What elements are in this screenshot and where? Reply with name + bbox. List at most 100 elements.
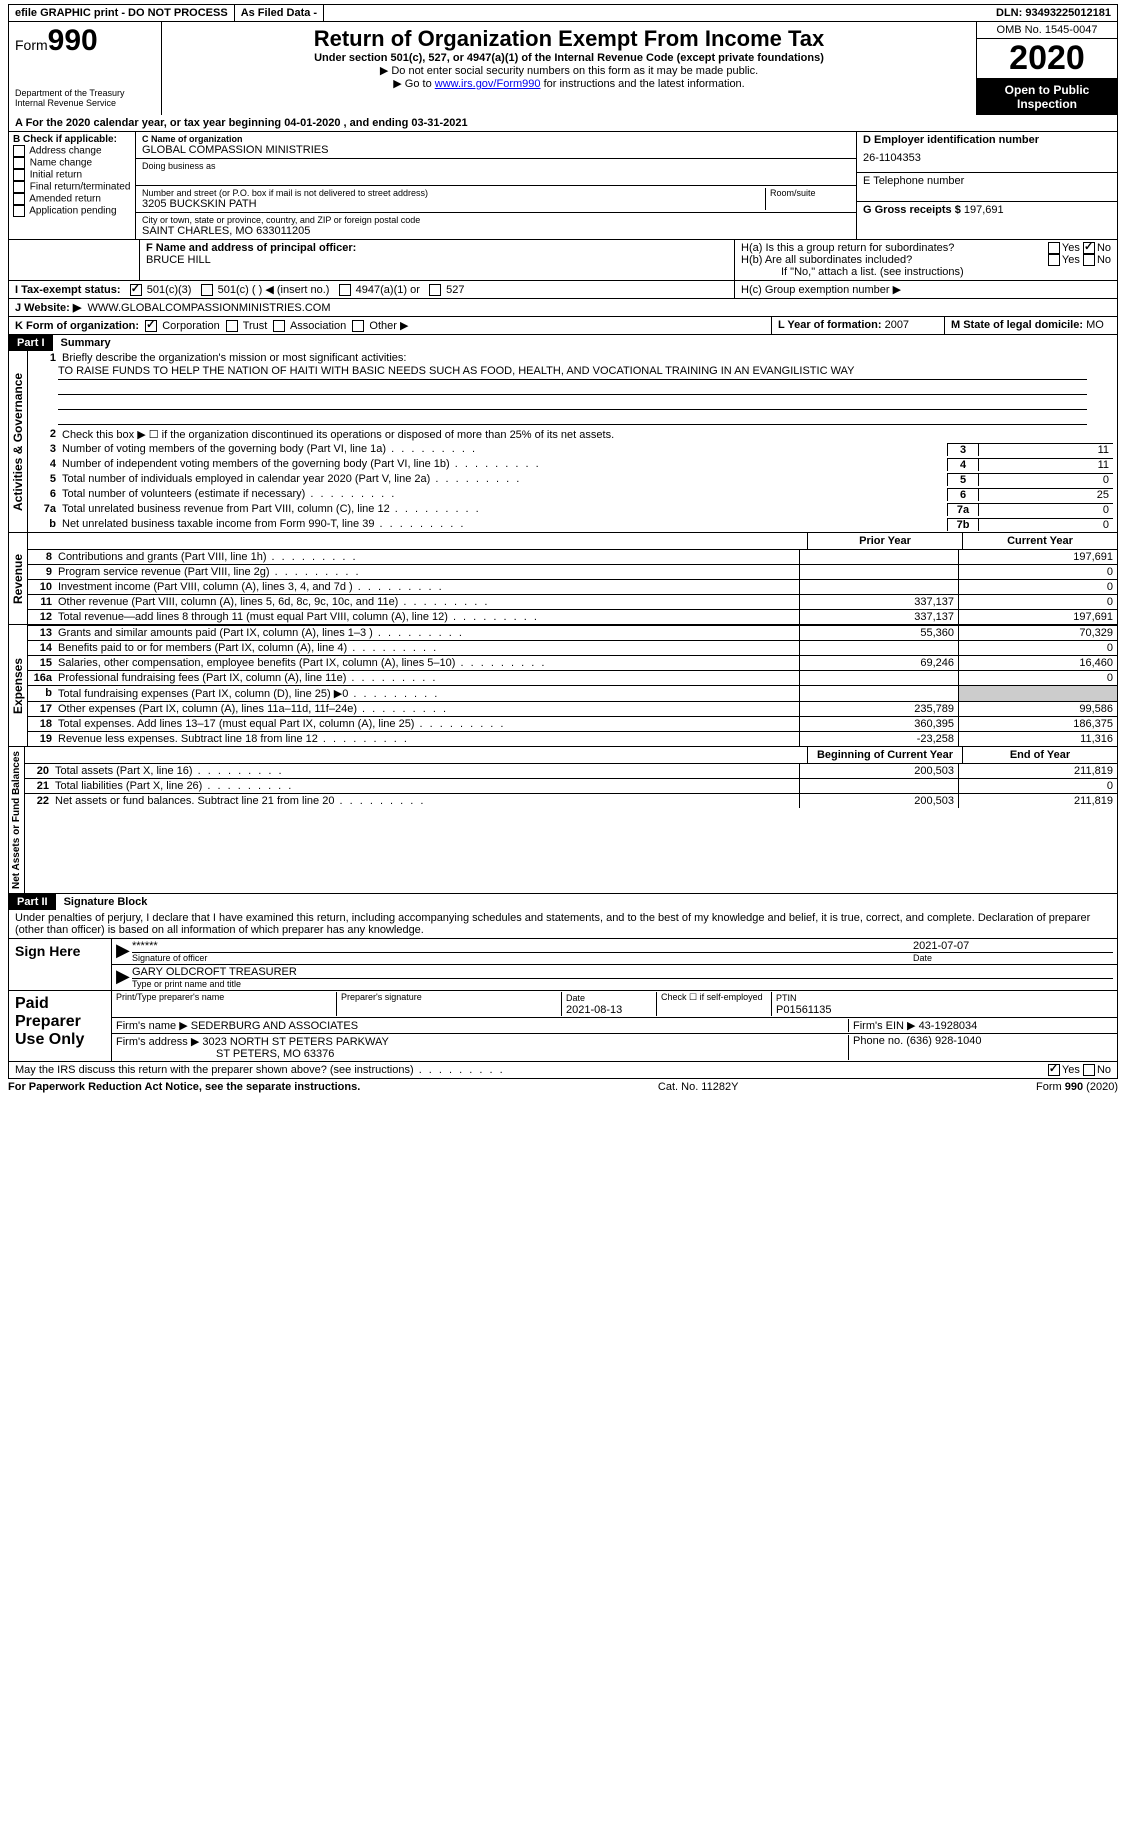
- c-name: C Name of organization GLOBAL COMPASSION…: [136, 132, 856, 159]
- sig-date: 2021-07-07: [913, 940, 1113, 952]
- cb-assoc[interactable]: [273, 320, 285, 332]
- firm-phone: Phone no. (636) 928-1040: [848, 1035, 1113, 1060]
- table-row: 11Other revenue (Part VIII, column (A), …: [28, 594, 1117, 609]
- gov-line-3: Number of voting members of the governin…: [62, 443, 947, 456]
- table-row: 21Total liabilities (Part X, line 26)0: [25, 778, 1117, 793]
- end-year-head: End of Year: [962, 747, 1117, 763]
- table-row: 9Program service revenue (Part VIII, lin…: [28, 564, 1117, 579]
- table-row: 17Other expenses (Part IX, column (A), l…: [28, 701, 1117, 716]
- g-receipts: G Gross receipts $ 197,691: [857, 202, 1117, 218]
- cb-trust[interactable]: [226, 320, 238, 332]
- table-row: 15Salaries, other compensation, employee…: [28, 655, 1117, 670]
- gov-line-7a: Total unrelated business revenue from Pa…: [62, 503, 947, 516]
- row-ij: I Tax-exempt status: 501(c)(3) 501(c) ( …: [8, 281, 1118, 299]
- hb-yes[interactable]: [1048, 254, 1060, 266]
- table-row: 8Contributions and grants (Part VIII, li…: [28, 549, 1117, 564]
- prep-h-name: Print/Type preparer's name: [116, 992, 336, 1016]
- prior-year-head: Prior Year: [807, 533, 962, 549]
- table-row: 22Net assets or fund balances. Subtract …: [25, 793, 1117, 808]
- b-label: B Check if applicable:: [13, 134, 117, 145]
- gov-line-5: Total number of individuals employed in …: [62, 473, 947, 486]
- ha-no[interactable]: [1083, 242, 1095, 254]
- dept-treasury: Department of the Treasury: [15, 88, 155, 98]
- open-public: Open to Public Inspection: [977, 79, 1117, 115]
- note-link: ▶ Go to www.irs.gov/Form990 for instruct…: [170, 77, 968, 90]
- begin-year-head: Beginning of Current Year: [807, 747, 962, 763]
- firm-addr: Firm's address ▶ 3023 NORTH ST PETERS PA…: [116, 1035, 848, 1060]
- cb-final-return[interactable]: Final return/terminated: [13, 181, 131, 193]
- prep-label: Paid Preparer Use Only: [9, 991, 111, 1061]
- sig-name: GARY OLDCROFT TREASURER: [132, 966, 1113, 978]
- l-year: L Year of formation: 2007: [772, 317, 945, 334]
- na-label: Net Assets or Fund Balances: [9, 747, 25, 893]
- note-link-pre: ▶ Go to: [393, 78, 434, 90]
- section-netassets: Net Assets or Fund Balances Beginning of…: [8, 747, 1118, 894]
- omb-number: OMB No. 1545-0047: [977, 22, 1117, 39]
- form-header: Form990 Department of the Treasury Inter…: [8, 22, 1118, 115]
- cb-501c3[interactable]: [130, 284, 142, 296]
- form-title: Return of Organization Exempt From Incom…: [170, 26, 968, 52]
- prep-h-sig: Preparer's signature: [336, 992, 561, 1016]
- ha-yes[interactable]: [1048, 242, 1060, 254]
- table-row: 10Investment income (Part VIII, column (…: [28, 579, 1117, 594]
- firm-ein: Firm's EIN ▶ 43-1928034: [848, 1019, 1113, 1032]
- section-revenue: Revenue Prior Year Current Year 8Contrib…: [8, 533, 1118, 625]
- cb-501c[interactable]: [201, 284, 213, 296]
- prep-selfemp[interactable]: Check ☐ if self-employed: [656, 992, 771, 1016]
- gov-line-6: Total number of volunteers (estimate if …: [62, 488, 947, 501]
- c-dba: Doing business as: [136, 159, 856, 186]
- irs-link[interactable]: www.irs.gov/Form990: [435, 78, 541, 90]
- asfiled-note: As Filed Data -: [235, 5, 324, 21]
- rev-label: Revenue: [9, 533, 28, 624]
- row-fh: F Name and address of principal officer:…: [8, 240, 1118, 281]
- footer-right: Form 990 (2020): [1036, 1081, 1118, 1093]
- prep-date: Date2021-08-13: [561, 992, 656, 1016]
- i-status: I Tax-exempt status: 501(c)(3) 501(c) ( …: [15, 283, 728, 296]
- cb-app-pending[interactable]: Application pending: [13, 205, 131, 217]
- c-city: City or town, state or province, country…: [136, 213, 856, 239]
- table-row: 13Grants and similar amounts paid (Part …: [28, 625, 1117, 640]
- cb-address-change[interactable]: Address change: [13, 145, 131, 157]
- part2-header: Part IISignature Block: [8, 894, 1118, 910]
- paid-preparer-block: Paid Preparer Use Only Print/Type prepar…: [8, 991, 1118, 1062]
- line1-label: Briefly describe the organization's miss…: [62, 352, 1113, 364]
- dln: DLN: 93493225012181: [990, 5, 1117, 21]
- sig-stars: ******: [132, 940, 913, 952]
- m-state: M State of legal domicile: MO: [945, 317, 1117, 334]
- dept-irs: Internal Revenue Service: [15, 98, 155, 108]
- firm-name: Firm's name ▶ SEDERBURG AND ASSOCIATES: [116, 1019, 848, 1032]
- section-governance: Activities & Governance 1Briefly describ…: [8, 351, 1118, 533]
- discuss-no[interactable]: [1083, 1064, 1095, 1076]
- table-row: 12Total revenue—add lines 8 through 11 (…: [28, 609, 1117, 624]
- table-row: 14Benefits paid to or for members (Part …: [28, 640, 1117, 655]
- cb-other[interactable]: [352, 320, 364, 332]
- e-phone: E Telephone number: [857, 173, 1117, 202]
- cb-initial-return[interactable]: Initial return: [13, 169, 131, 181]
- note-link-post: for instructions and the latest informat…: [541, 78, 745, 90]
- cb-4947[interactable]: [339, 284, 351, 296]
- cb-corp[interactable]: [145, 320, 157, 332]
- sig-name-label: Type or print name and title: [132, 978, 1113, 989]
- mission-text: TO RAISE FUNDS TO HELP THE NATION OF HAI…: [28, 365, 1117, 377]
- cb-527[interactable]: [429, 284, 441, 296]
- cb-name-change[interactable]: Name change: [13, 157, 131, 169]
- f-officer: F Name and address of principal officer:…: [140, 240, 735, 280]
- gov-line-4: Number of independent voting members of …: [62, 458, 947, 471]
- sig-officer-label: Signature of officer: [132, 952, 913, 963]
- table-row: 18Total expenses. Add lines 13–17 (must …: [28, 716, 1117, 731]
- prep-ptin: PTINP01561135: [771, 992, 1113, 1016]
- page-footer: For Paperwork Reduction Act Notice, see …: [8, 1079, 1118, 1095]
- curr-year-head: Current Year: [962, 533, 1117, 549]
- discuss-row: May the IRS discuss this return with the…: [8, 1062, 1118, 1079]
- cb-amended[interactable]: Amended return: [13, 193, 131, 205]
- hc-exemption: H(c) Group exemption number ▶: [735, 281, 1117, 298]
- c-address: Number and street (or P.O. box if mail i…: [136, 186, 856, 213]
- col-b: B Check if applicable: Address change Na…: [9, 132, 136, 239]
- discuss-yes[interactable]: [1048, 1064, 1060, 1076]
- note-ssn: ▶ Do not enter social security numbers o…: [170, 64, 968, 77]
- section-bcde: B Check if applicable: Address change Na…: [8, 132, 1118, 240]
- hb-no[interactable]: [1083, 254, 1095, 266]
- form-number: 990: [48, 24, 98, 57]
- row-klm: K Form of organization: Corporation Trus…: [8, 317, 1118, 335]
- gov-line-b: Net unrelated business taxable income fr…: [62, 518, 947, 531]
